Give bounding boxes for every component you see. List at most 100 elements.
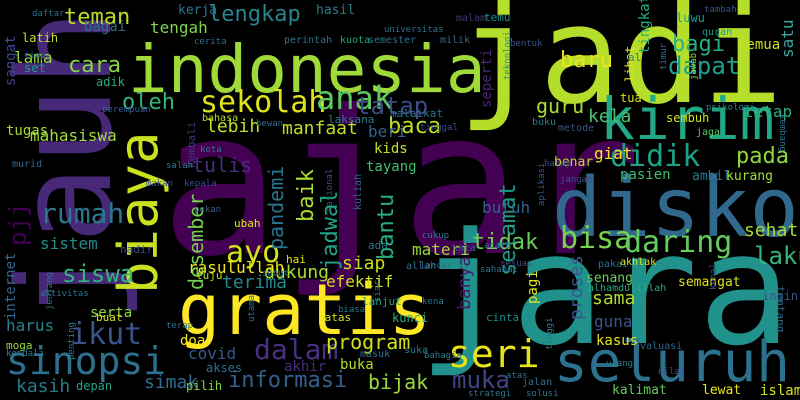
- word: buka: [340, 357, 374, 373]
- word: malam: [456, 13, 487, 24]
- word: kota: [200, 145, 222, 155]
- word: daring: [624, 225, 733, 260]
- word: baca: [388, 114, 441, 139]
- word: set: [24, 61, 46, 75]
- word: jangan: [560, 175, 593, 185]
- word: guna: [594, 312, 633, 331]
- word: kela: [588, 106, 632, 127]
- word: tengah: [150, 18, 208, 37]
- word: islam: [760, 383, 800, 399]
- word: ayo: [226, 235, 281, 270]
- word: guru: [536, 94, 585, 118]
- word: alhamdulillah: [588, 283, 667, 294]
- word: beri: [368, 122, 407, 141]
- word: ajar: [160, 68, 642, 301]
- word: pilih: [186, 379, 223, 393]
- word: materi: [412, 240, 470, 259]
- word: pada: [736, 144, 789, 169]
- word: harap: [544, 159, 572, 169]
- word: internet: [3, 252, 19, 320]
- word: bisa: [560, 221, 633, 256]
- word: pagi: [525, 270, 541, 304]
- word: tayang: [366, 159, 417, 175]
- word: lancar: [420, 261, 453, 271]
- word: tua: [620, 91, 642, 105]
- word: kendala: [6, 349, 44, 359]
- word: jarak: [418, 199, 800, 380]
- word: pandemi: [264, 165, 288, 250]
- word: ada: [368, 239, 388, 252]
- word: didik: [610, 139, 701, 174]
- word: tinggi: [545, 317, 555, 350]
- word: perempuan: [102, 105, 151, 115]
- word: malaikat: [390, 107, 443, 120]
- word: jaga: [696, 127, 721, 138]
- word: terima: [222, 272, 288, 293]
- word: manfaat: [282, 118, 358, 139]
- word: kembang: [777, 114, 787, 152]
- word: timur: [659, 42, 669, 70]
- word: akses: [206, 361, 243, 375]
- word: buku: [532, 117, 557, 128]
- word: metode: [558, 123, 595, 134]
- word: rumah: [40, 197, 125, 230]
- word: giat: [594, 144, 633, 163]
- word: utama: [247, 294, 257, 322]
- word: bijak: [368, 370, 429, 394]
- word: daftar: [32, 9, 65, 19]
- word: rasulullah: [188, 258, 285, 277]
- word: senang: [586, 271, 633, 286]
- word: seluruh: [554, 330, 791, 395]
- word: satu: [778, 19, 797, 58]
- word: batas: [318, 311, 352, 324]
- word: cerita: [194, 37, 227, 47]
- word: kasih: [16, 376, 71, 397]
- word: adik: [96, 75, 125, 89]
- word: program: [326, 330, 411, 354]
- word: semua: [738, 37, 781, 53]
- word: jawab: [689, 52, 699, 80]
- word: hai: [286, 253, 306, 266]
- word: sangat: [3, 35, 19, 86]
- word: tulis: [192, 153, 253, 177]
- word: moga: [6, 339, 33, 352]
- word: lebih: [206, 116, 261, 137]
- word: kenal: [709, 262, 719, 290]
- word: semester: [368, 35, 417, 46]
- word: tuju: [196, 269, 223, 282]
- word: tentang: [774, 286, 787, 333]
- word: gratis: [178, 269, 431, 351]
- word: oleh: [122, 90, 175, 115]
- word: ambil: [692, 169, 732, 184]
- word: perintah: [284, 35, 333, 46]
- word: seperti: [479, 48, 495, 108]
- word: sama: [592, 288, 636, 309]
- word: lengkap: [208, 2, 301, 27]
- word: sinopsi: [6, 339, 167, 383]
- word: atas: [506, 371, 528, 381]
- word: buat: [96, 311, 123, 324]
- word: latih: [22, 31, 59, 45]
- word: serta: [90, 305, 133, 321]
- word: quran: [702, 27, 733, 38]
- word: efektif: [326, 272, 394, 291]
- word: sistem: [40, 234, 98, 253]
- word: kepala: [184, 179, 217, 189]
- word: teman: [64, 5, 131, 30]
- word: tingkat: [637, 0, 653, 54]
- word: aktivitas: [40, 289, 89, 299]
- word: suka: [404, 345, 429, 356]
- word: sesuai: [500, 259, 533, 269]
- word: hewan: [256, 119, 284, 129]
- word: hadir: [120, 243, 154, 256]
- word: nasional: [325, 168, 335, 212]
- word: cukup: [422, 231, 450, 241]
- word: siap: [342, 253, 386, 274]
- word: muka: [452, 366, 510, 394]
- word: kalimat: [612, 383, 667, 398]
- word: kuota: [340, 35, 371, 46]
- word: bagai: [84, 19, 127, 35]
- word: psikologi: [706, 103, 755, 113]
- word: tetap: [744, 102, 793, 121]
